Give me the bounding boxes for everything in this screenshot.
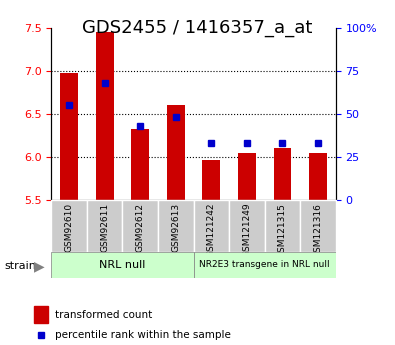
Bar [60,73,78,200]
Bar [309,152,327,200]
Text: GSM92611: GSM92611 [100,203,109,252]
Text: GSM121242: GSM121242 [207,203,216,257]
FancyBboxPatch shape [51,252,194,278]
Bar [131,128,149,200]
FancyBboxPatch shape [194,252,336,278]
Text: transformed count: transformed count [55,310,152,319]
FancyBboxPatch shape [300,200,336,252]
Text: strain: strain [4,262,36,271]
Text: NR2E3 transgene in NRL null: NR2E3 transgene in NRL null [199,260,330,269]
Text: GSM92610: GSM92610 [65,203,73,252]
Text: NRL null: NRL null [99,260,146,270]
Bar [238,152,256,200]
Text: GSM92612: GSM92612 [136,203,145,252]
Text: GDS2455 / 1416357_a_at: GDS2455 / 1416357_a_at [82,19,313,37]
Text: GSM92613: GSM92613 [171,203,180,252]
FancyBboxPatch shape [122,200,158,252]
Text: percentile rank within the sample: percentile rank within the sample [55,331,231,340]
Bar [96,32,114,200]
Text: GSM121316: GSM121316 [314,203,322,258]
FancyBboxPatch shape [194,200,229,252]
Text: GSM121249: GSM121249 [243,203,251,257]
FancyBboxPatch shape [229,200,265,252]
Bar [34,306,48,323]
FancyBboxPatch shape [158,200,194,252]
Bar [274,148,292,200]
Text: GSM121315: GSM121315 [278,203,287,258]
Bar [167,105,184,200]
FancyBboxPatch shape [51,200,87,252]
Bar [202,159,220,200]
Text: ▶: ▶ [34,259,44,273]
FancyBboxPatch shape [87,200,122,252]
FancyBboxPatch shape [265,200,300,252]
